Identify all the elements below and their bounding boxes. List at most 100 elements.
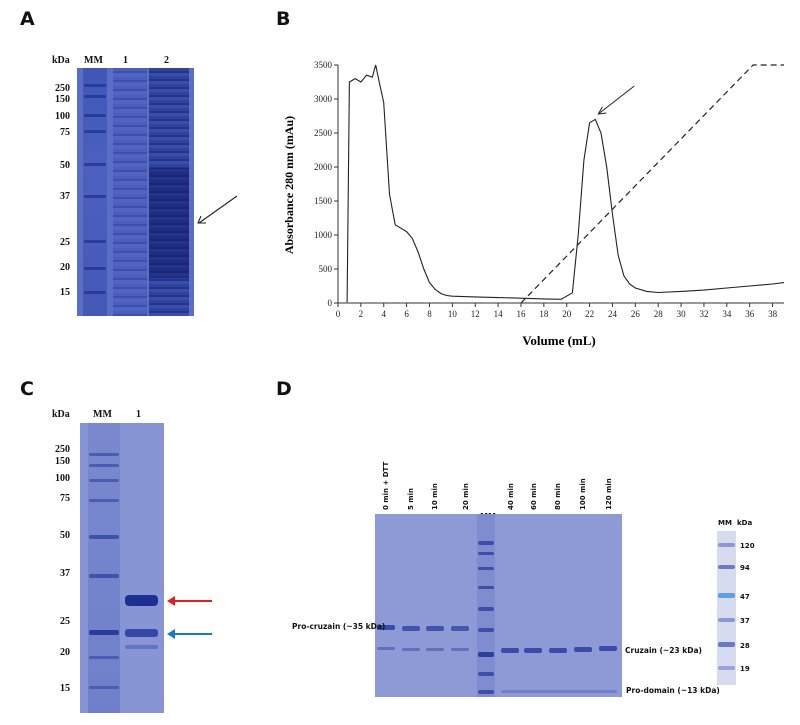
panel-a-mw-20: 20	[60, 262, 70, 273]
chart-b-x-tick-label: 34	[722, 309, 732, 319]
cruzain-band	[549, 648, 567, 653]
panel-d-gel	[375, 514, 622, 697]
marker-band	[478, 672, 494, 676]
ladder-band	[718, 642, 735, 647]
marker-band	[89, 686, 119, 689]
panel-c-band-lower	[125, 629, 158, 637]
panel-d-lane-40min: 40 min	[507, 483, 515, 510]
marker-band	[478, 567, 494, 570]
panel-a-lane-1: 1	[123, 55, 128, 66]
ladder-band	[718, 666, 735, 670]
panel-d-ladder-47: 47	[740, 593, 750, 601]
chart-b-x-tick-label: 26	[631, 309, 641, 319]
panel-a-label: A	[20, 8, 35, 30]
intermediate-band	[377, 647, 395, 650]
panel-c-mw-150: 150	[55, 456, 70, 467]
marker-band	[84, 195, 106, 198]
panel-a-lane2-dense	[149, 168, 189, 278]
chart-b-x-tick-label: 30	[677, 309, 687, 319]
marker-band	[84, 84, 106, 87]
marker-band	[478, 652, 494, 657]
panel-a-mw-37: 37	[60, 191, 70, 202]
chart-b-y-tick-label: 3500	[314, 60, 333, 70]
panel-c-mw-25: 25	[60, 616, 70, 627]
panel-d-lane-120min: 120 min	[605, 478, 613, 510]
panel-a-gel	[77, 68, 194, 316]
marker-band	[478, 628, 494, 632]
ladder-band	[718, 618, 735, 622]
chart-b-gradient-line	[520, 64, 784, 304]
procruzain-band	[377, 625, 395, 630]
chart-b-x-tick-label: 38	[768, 309, 778, 319]
panel-d-lane-20min: 20 min	[462, 483, 470, 510]
panel-d-ladder-kda: kDa	[737, 519, 753, 527]
panel-c-mm-lane	[88, 423, 120, 713]
panel-c-lane-1: 1	[136, 409, 141, 420]
cruzain-band	[524, 648, 542, 653]
procruzain-band	[402, 626, 420, 631]
intermediate-band	[451, 648, 469, 651]
cruzain-band	[574, 647, 592, 652]
panel-a-mw-50: 50	[60, 160, 70, 171]
panel-a-mw-75: 75	[60, 127, 70, 138]
panel-c-mw-37: 37	[60, 568, 70, 579]
panel-c-mw-250: 250	[55, 444, 70, 455]
panel-a-mw-25: 25	[60, 237, 70, 248]
chart-b-y-tick-label: 1500	[314, 196, 333, 206]
panel-d-mm-lane	[477, 514, 495, 697]
panel-a-kda-label: kDa	[52, 55, 70, 66]
panel-c-mw-75: 75	[60, 493, 70, 504]
chart-b-x-tick-label: 6	[404, 309, 409, 319]
marker-band	[84, 114, 106, 117]
chart-b-y-tick-label: 0	[328, 298, 333, 308]
panel-d-ladder-19: 19	[740, 665, 750, 673]
panel-d-lane-5min: 5 min	[407, 488, 415, 510]
chart-b-y-tick-label: 2000	[314, 162, 333, 172]
panel-d-label: D	[276, 378, 292, 400]
panel-d-ladder-37: 37	[740, 617, 750, 625]
chart-b-x-tick-label: 36	[745, 309, 755, 319]
panel-d-ladder-strip	[717, 531, 736, 685]
marker-band	[89, 535, 119, 539]
panel-d-prodomain-label: Pro-domain (~13 kDa)	[626, 686, 720, 695]
chart-b-y-tick-label: 3000	[314, 94, 333, 104]
chart-b-x-tick-label: 8	[427, 309, 432, 319]
prodomain-band	[501, 690, 617, 693]
panel-d-lane-0min: 0 min + DTT	[382, 461, 390, 510]
panel-a-mw-100: 100	[55, 111, 70, 122]
chart-b-absorbance-line	[346, 64, 785, 303]
panel-c-mw-15: 15	[60, 683, 70, 694]
chart-b-x-tick-label: 20	[562, 309, 572, 319]
panel-a-mw-15: 15	[60, 287, 70, 298]
marker-band	[84, 291, 106, 294]
marker-band	[478, 607, 494, 611]
panel-c-mw-20: 20	[60, 647, 70, 658]
marker-band	[478, 586, 494, 589]
panel-c-blue-arrow-icon	[167, 629, 212, 639]
marker-band	[89, 656, 119, 659]
chart-b-x-tick-label: 2	[359, 309, 364, 319]
ladder-band	[718, 543, 735, 547]
marker-band	[478, 541, 494, 545]
chart-b-x-tick-label: 4	[381, 309, 386, 319]
marker-band	[478, 552, 494, 555]
chart-b-x-tick-label: 0	[336, 309, 341, 319]
panel-c-gel	[80, 423, 164, 713]
panel-d-lane-60min: 60 min	[530, 483, 538, 510]
chart-b-x-tick-label: 28	[654, 309, 664, 319]
panel-d-lane-100min: 100 min	[579, 478, 587, 510]
panel-d-ladder-94: 94	[740, 564, 750, 572]
marker-band	[89, 464, 119, 467]
panel-d-cruzain-label: Cruzain (~23 kDa)	[625, 646, 702, 655]
procruzain-band	[426, 626, 444, 631]
cruzain-band	[599, 646, 617, 651]
chart-b-x-tick-label: 16	[516, 309, 526, 319]
panel-d-lane-10min: 10 min	[431, 483, 439, 510]
chart-b-x-tick-label: 14	[494, 309, 504, 319]
panel-a-mw-150: 150	[55, 94, 70, 105]
panel-a-arrow-icon	[197, 195, 238, 224]
marker-band	[84, 95, 106, 98]
intermediate-band	[402, 648, 420, 651]
panel-a-lane1-smear	[113, 68, 147, 316]
chart-b-xlabel: Volume (mL)	[522, 333, 596, 348]
